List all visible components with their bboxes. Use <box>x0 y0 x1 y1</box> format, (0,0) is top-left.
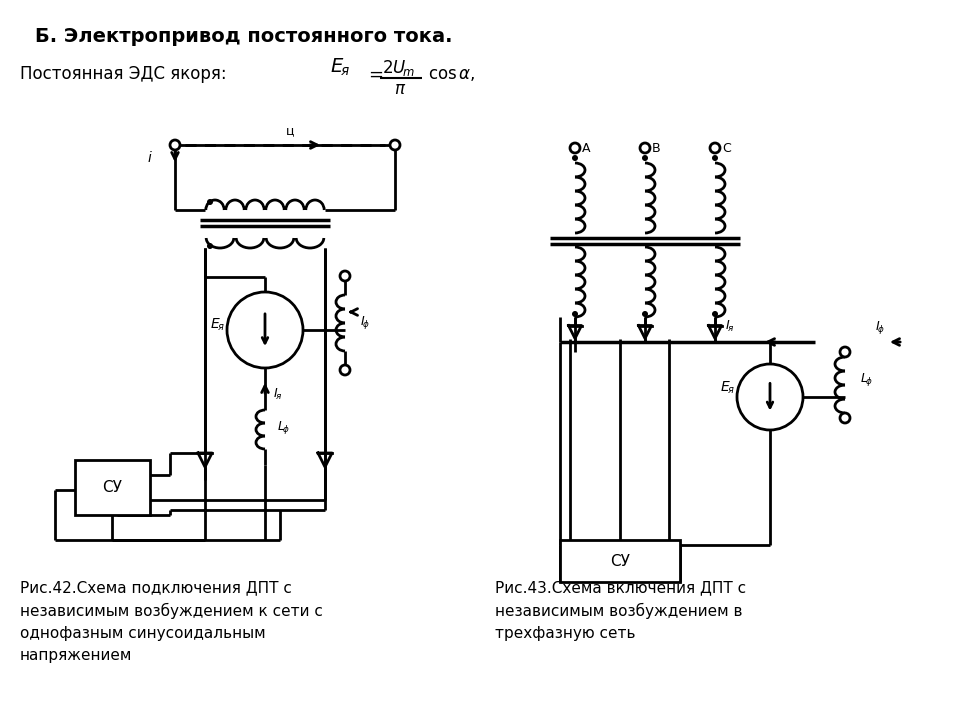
Text: Рис.43.Схема включения ДПТ с
независимым возбуждением в
трехфазную сеть: Рис.43.Схема включения ДПТ с независимым… <box>495 580 746 642</box>
Text: $L_{\!\phi}$: $L_{\!\phi}$ <box>277 419 290 436</box>
Text: СУ: СУ <box>610 554 630 569</box>
Bar <box>75 460 150 515</box>
Text: $=$: $=$ <box>365 65 384 83</box>
Text: $\cos\alpha,$: $\cos\alpha,$ <box>428 65 475 83</box>
Text: $E_{\!\mathit{я}}$: $E_{\!\mathit{я}}$ <box>330 57 349 78</box>
Circle shape <box>712 155 718 161</box>
Circle shape <box>340 271 350 281</box>
Bar <box>560 540 680 582</box>
Text: A: A <box>582 142 590 155</box>
Circle shape <box>712 311 718 317</box>
Text: СУ: СУ <box>103 480 123 495</box>
Circle shape <box>227 292 303 368</box>
Text: $\mathit{i}$: $\mathit{i}$ <box>147 150 153 165</box>
Circle shape <box>710 143 720 153</box>
Text: $2U_{\!m}$: $2U_{\!m}$ <box>382 58 416 78</box>
Circle shape <box>207 199 213 205</box>
Circle shape <box>737 364 803 430</box>
Text: Рис.42.Схема подключения ДПТ с
независимым возбуждением к сети с
однофазным сину: Рис.42.Схема подключения ДПТ с независим… <box>20 580 323 663</box>
Text: $I_{\!\phi}$: $I_{\!\phi}$ <box>360 314 370 331</box>
Text: $I_{\!\phi}$: $I_{\!\phi}$ <box>875 319 885 336</box>
Text: $\pi$: $\pi$ <box>394 80 406 98</box>
Circle shape <box>640 143 650 153</box>
Circle shape <box>572 311 578 317</box>
Circle shape <box>642 155 648 161</box>
Text: B: B <box>652 142 660 155</box>
Text: $I_{\!\mathit{я}}$: $I_{\!\mathit{я}}$ <box>273 387 282 402</box>
Text: $E_{\!\mathit{я}}$: $E_{\!\mathit{я}}$ <box>720 380 734 397</box>
Text: Б. Электропривод постоянного тока.: Б. Электропривод постоянного тока. <box>35 27 452 46</box>
Circle shape <box>572 155 578 161</box>
Circle shape <box>340 365 350 375</box>
Text: $E_{\!\mathit{я}}$: $E_{\!\mathit{я}}$ <box>210 317 225 333</box>
Text: C: C <box>722 142 731 155</box>
Circle shape <box>570 143 580 153</box>
Circle shape <box>840 413 850 423</box>
Circle shape <box>207 243 213 249</box>
Circle shape <box>840 347 850 357</box>
Text: $L_{\!\phi}$: $L_{\!\phi}$ <box>860 371 873 388</box>
Text: Постоянная ЭДС якоря:: Постоянная ЭДС якоря: <box>20 65 227 83</box>
Circle shape <box>170 140 180 150</box>
Text: ц: ц <box>286 124 295 137</box>
Circle shape <box>642 311 648 317</box>
Circle shape <box>390 140 400 150</box>
Text: $I_{\!\mathit{я}}$: $I_{\!\mathit{я}}$ <box>725 319 734 334</box>
